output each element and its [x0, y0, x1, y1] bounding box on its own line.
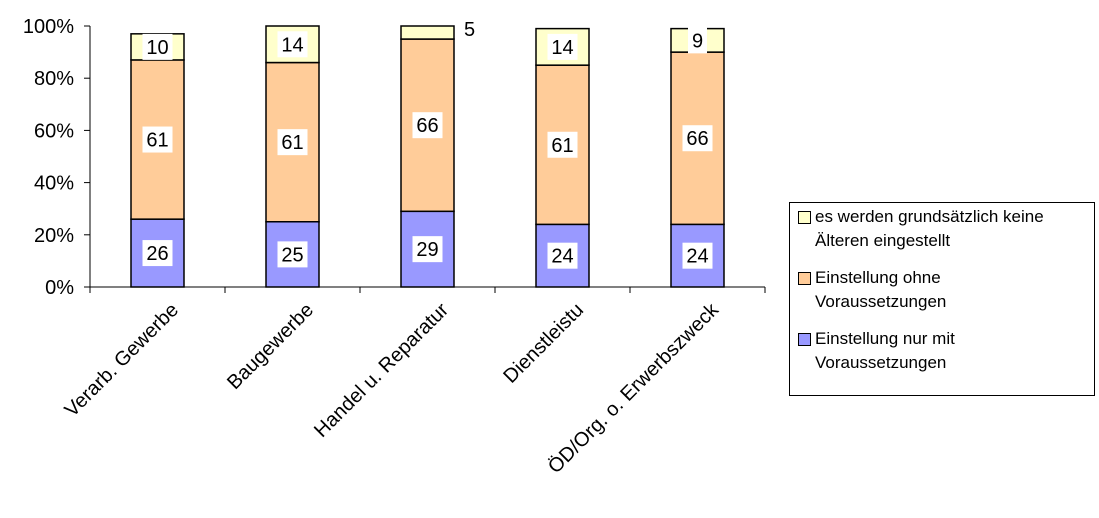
legend-item: Einstellung nur mit Voraussetzungen [798, 327, 1095, 375]
value-labels: 26 61 10 25 61 14 29 66 5 24 61 14 24 66 9 [142, 19, 713, 269]
category-label: Verarb. Gewerbe [61, 299, 183, 421]
value-label: 14 [281, 34, 303, 56]
value-label-bg [412, 112, 443, 139]
value-label-bg [142, 33, 173, 60]
value-label-bg [412, 236, 443, 263]
legend-swatch [798, 211, 811, 224]
value-label: 14 [551, 37, 573, 59]
value-label: 24 [686, 246, 708, 268]
legend-swatch [798, 272, 811, 285]
value-label: 9 [692, 30, 703, 52]
y-tick-label: 100% [23, 16, 74, 38]
value-label: 61 [146, 130, 168, 152]
legend-label: Einstellung nur mit Voraussetzungen [815, 329, 955, 372]
y-tick-label: 60% [34, 120, 74, 142]
value-label-bg [547, 33, 578, 60]
category-label: Handel u. Reparatur [310, 299, 453, 442]
value-label-bg [142, 126, 173, 153]
bar-segment [535, 64, 590, 226]
value-label: 66 [416, 115, 438, 137]
value-label-bg [547, 242, 578, 269]
value-label-bg [277, 31, 308, 58]
bar-segment [400, 25, 455, 40]
value-label: 29 [416, 239, 438, 261]
category-label: Dienstleistu [499, 299, 588, 388]
legend-item: Einstellung ohne Voraussetzungen [798, 266, 1095, 314]
value-label: 10 [146, 37, 168, 59]
legend-item: es werden grundsätzlich keine Älteren ein… [798, 205, 1095, 253]
legend-label: es werden grundsätzlich keine Älteren ein… [815, 207, 1044, 250]
category-label: Baugewerbe [223, 299, 318, 394]
value-label: 66 [686, 128, 708, 150]
legend-swatch [798, 333, 811, 346]
y-tick-label: 0% [45, 277, 74, 299]
legend-label: Einstellung ohne Voraussetzungen [815, 268, 947, 311]
legend: es werden grundsätzlich keine Älteren ein… [789, 202, 1095, 396]
value-label: 61 [281, 132, 303, 154]
value-label-bg [277, 129, 308, 156]
value-label: 24 [551, 246, 573, 268]
value-label: 25 [281, 244, 303, 266]
value-label: 26 [146, 243, 168, 265]
value-label-bg [277, 241, 308, 268]
value-label-bg [142, 240, 173, 267]
value-label-bg [682, 125, 713, 152]
value-label: 61 [551, 135, 573, 157]
value-label: 5 [464, 19, 475, 41]
value-label-bg [682, 242, 713, 269]
value-label-bg [688, 27, 707, 54]
axes: 0% 20% 40% 60% 80% 100% [23, 16, 766, 299]
y-tick-label: 20% [34, 225, 74, 247]
y-tick-label: 80% [34, 68, 74, 90]
value-label-bg [547, 131, 578, 158]
y-tick-label: 40% [34, 173, 74, 195]
